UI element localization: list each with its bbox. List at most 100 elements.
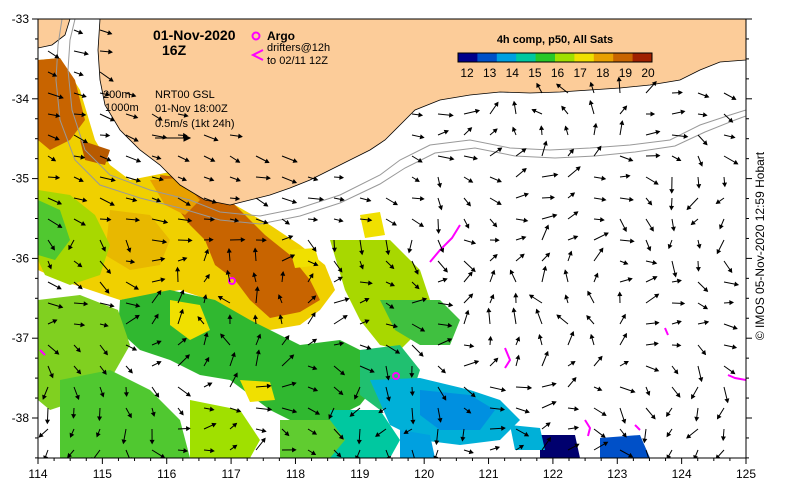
current-vector	[723, 281, 740, 287]
current-vector	[697, 344, 707, 356]
lat-tick-label: -33	[12, 12, 30, 26]
current-vector	[645, 365, 660, 372]
current-vector	[564, 125, 569, 136]
current-vector	[645, 407, 656, 420]
current-vector	[437, 386, 447, 401]
current-vector	[696, 239, 702, 249]
current-vector	[512, 100, 518, 115]
current-vector	[385, 260, 395, 270]
current-vector	[349, 407, 361, 417]
current-vector	[307, 176, 319, 182]
current-vector	[150, 407, 156, 417]
current-vector	[73, 344, 81, 353]
current-vector	[177, 426, 191, 432]
current-vector	[645, 176, 659, 185]
current-vector	[255, 406, 273, 412]
current-vector	[252, 247, 258, 262]
current-vector	[255, 437, 266, 451]
current-vector	[307, 449, 317, 456]
current-vector	[723, 344, 738, 350]
current-vector	[177, 407, 184, 416]
current-vector	[356, 428, 362, 445]
lon-tick-label: 120	[414, 467, 434, 481]
current-vector	[593, 428, 606, 438]
current-vector	[593, 217, 605, 223]
current-vector	[645, 341, 659, 347]
current-vector	[99, 49, 113, 55]
current-vector	[99, 113, 116, 122]
current-vector	[411, 176, 420, 182]
scale-arrow-icon	[155, 134, 192, 142]
current-vector	[723, 134, 736, 140]
current-vector	[47, 281, 62, 290]
current-vector	[255, 333, 262, 346]
colorbar-frame	[457, 52, 653, 63]
current-vector	[616, 76, 622, 94]
drifter-legend-icon	[250, 49, 264, 61]
lat-tick-label: -34	[12, 92, 30, 106]
lon-tick-label: 117	[222, 467, 241, 481]
current-vector	[619, 155, 634, 162]
current-vector	[151, 386, 160, 398]
current-vector	[99, 155, 112, 162]
current-vector	[690, 218, 699, 226]
colorbar-segment	[555, 53, 575, 62]
current-vector	[409, 365, 415, 378]
current-vector	[409, 386, 415, 397]
current-vector	[125, 259, 136, 265]
current-vector	[385, 281, 395, 287]
current-vector	[489, 197, 502, 205]
current-vector	[38, 428, 49, 438]
current-vector	[645, 260, 658, 265]
current-vector	[73, 301, 89, 307]
colorbar-tick-label: 16	[551, 66, 565, 80]
current-vector	[125, 302, 141, 308]
current-vector	[716, 239, 725, 255]
current-vector	[463, 155, 478, 161]
current-vector	[307, 407, 321, 415]
current-vector	[563, 269, 569, 283]
current-vector	[177, 155, 190, 162]
current-vector	[151, 197, 162, 203]
current-vector	[203, 248, 210, 262]
current-vector	[511, 307, 517, 325]
colorbar	[457, 52, 653, 63]
current-vector	[73, 260, 83, 268]
current-vector	[541, 350, 549, 367]
current-vector	[71, 407, 77, 419]
current-vector	[281, 235, 294, 241]
current-vector	[515, 444, 525, 451]
current-vector	[515, 235, 527, 241]
current-vector	[697, 92, 710, 99]
current-vector	[99, 216, 112, 222]
current-vector	[203, 155, 216, 162]
current-vector	[281, 407, 298, 414]
current-vector	[463, 449, 474, 455]
current-vector	[378, 407, 387, 414]
current-vector	[567, 250, 573, 262]
lon-tick-label: 125	[736, 467, 756, 481]
lon-tick-label: 124	[672, 467, 692, 481]
current-vector	[73, 197, 88, 203]
current-vector	[694, 407, 700, 422]
current-vector	[359, 197, 372, 203]
current-vector	[619, 428, 627, 438]
current-vector	[333, 428, 344, 440]
current-vector	[489, 293, 495, 304]
current-vector	[541, 224, 550, 241]
latitude-axis: -33 -34 -35 -36 -37 -38	[12, 12, 752, 459]
current-vectors	[38, 29, 740, 458]
current-vector	[359, 365, 375, 373]
current-vector	[489, 237, 500, 243]
map-date: 01-Nov-2020	[153, 27, 236, 43]
current-vector	[463, 271, 473, 283]
current-vector	[515, 354, 521, 367]
current-vector	[410, 407, 416, 425]
current-vector	[149, 428, 155, 445]
current-vector	[280, 271, 286, 283]
current-vector	[255, 218, 269, 225]
current-vector	[73, 29, 84, 35]
current-vector	[125, 365, 133, 374]
current-vector	[47, 197, 63, 205]
current-vector	[645, 111, 656, 117]
